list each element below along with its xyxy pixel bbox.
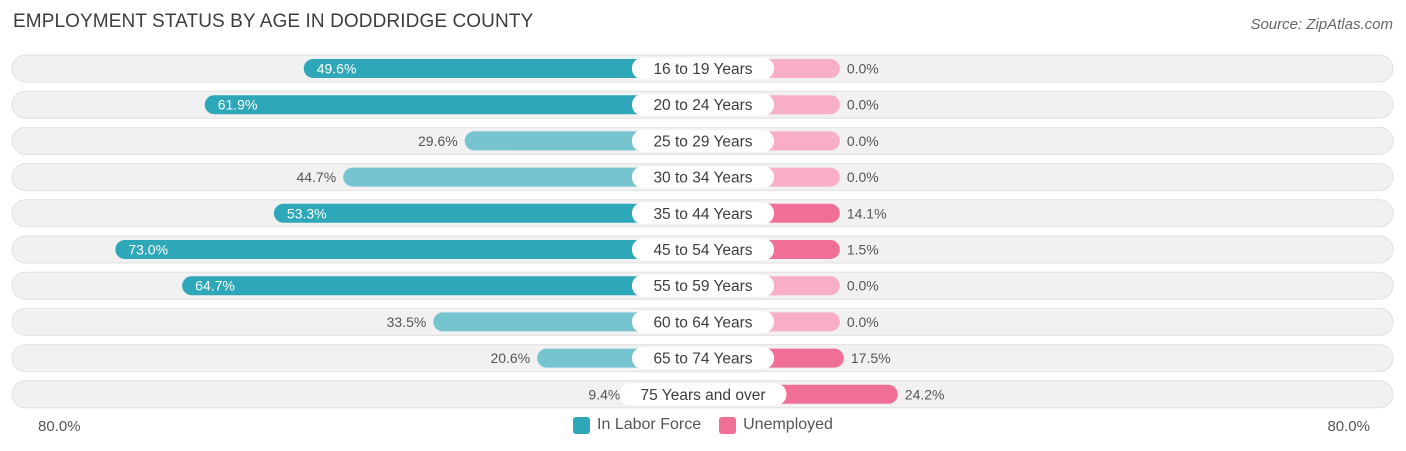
value-label-unemployed-60-to-64-years: 0.0% xyxy=(847,314,879,330)
category-label-65-to-74-years: 65 to 74 Years xyxy=(653,351,752,368)
value-label-labor-16-to-19-years: 49.6% xyxy=(317,61,357,77)
value-label-unemployed-25-to-29-years: 0.0% xyxy=(847,133,879,149)
value-label-labor-55-to-59-years: 64.7% xyxy=(195,278,235,294)
category-label-25-to-29-years: 25 to 29 Years xyxy=(653,133,752,150)
category-label-55-to-59-years: 55 to 59 Years xyxy=(653,278,752,295)
value-label-labor-45-to-54-years: 73.0% xyxy=(128,242,168,258)
legend-item-labor: In Labor Force xyxy=(573,416,701,434)
category-label-60-to-64-years: 60 to 64 Years xyxy=(653,314,752,331)
legend-swatch-unemployed xyxy=(719,416,737,434)
value-label-labor-65-to-74-years: 20.6% xyxy=(490,350,530,366)
category-pill-20-to-24-years xyxy=(631,93,775,116)
value-label-labor-20-to-24-years: 61.9% xyxy=(218,97,258,113)
value-label-labor-25-to-29-years: 29.6% xyxy=(418,133,458,149)
legend-label-unemployed: Unemployed xyxy=(743,416,833,433)
axis-left-label: 80.0% xyxy=(38,418,81,435)
category-pill-35-to-44-years xyxy=(631,202,775,225)
category-label-30-to-34-years: 30 to 34 Years xyxy=(653,170,752,187)
value-label-unemployed-20-to-24-years: 0.0% xyxy=(847,97,879,113)
category-label-20-to-24-years: 20 to 24 Years xyxy=(653,97,752,114)
value-label-unemployed-30-to-34-years: 0.0% xyxy=(847,169,879,185)
value-label-labor-75-years-and-over: 9.4% xyxy=(588,386,620,402)
bar-labor-16-to-19-years xyxy=(303,59,703,78)
category-label-45-to-54-years: 45 to 54 Years xyxy=(653,242,752,259)
value-label-unemployed-55-to-59-years: 0.0% xyxy=(847,278,879,294)
legend: In Labor Force Unemployed xyxy=(0,416,1406,434)
category-pill-45-to-54-years xyxy=(631,238,775,261)
category-label-75-years-and-over: 75 Years and over xyxy=(641,387,766,404)
value-label-unemployed-16-to-19-years: 0.0% xyxy=(847,61,879,77)
category-pill-30-to-34-years xyxy=(631,166,775,189)
category-label-16-to-19-years: 16 to 19 Years xyxy=(653,61,752,78)
value-label-unemployed-65-to-74-years: 17.5% xyxy=(851,350,891,366)
chart-title: EMPLOYMENT STATUS BY AGE IN DODDRIDGE CO… xyxy=(13,11,534,32)
legend-label-labor: In Labor Force xyxy=(597,416,702,433)
legend-swatch-labor xyxy=(573,416,591,434)
legend-item-unemployed: Unemployed xyxy=(719,416,833,434)
bar-labor-45-to-54-years xyxy=(115,240,704,259)
category-pill-75-years-and-over xyxy=(619,383,787,406)
value-label-unemployed-35-to-44-years: 14.1% xyxy=(847,205,887,221)
category-pill-16-to-19-years xyxy=(631,57,775,80)
value-label-unemployed-45-to-54-years: 1.5% xyxy=(847,242,879,258)
category-pill-65-to-74-years xyxy=(631,347,775,370)
bar-labor-35-to-44-years xyxy=(273,203,703,223)
value-label-labor-35-to-44-years: 53.3% xyxy=(287,205,327,221)
source-note: Source: ZipAtlas.com xyxy=(1250,16,1393,33)
axis-right-label: 80.0% xyxy=(1327,418,1370,435)
category-pill-25-to-29-years xyxy=(631,129,775,152)
category-label-35-to-44-years: 35 to 44 Years xyxy=(653,206,752,223)
value-label-unemployed-75-years-and-over: 24.2% xyxy=(905,386,945,402)
bar-labor-30-to-34-years xyxy=(343,167,703,187)
bar-labor-20-to-24-years xyxy=(204,95,703,115)
value-label-labor-60-to-64-years: 33.5% xyxy=(387,314,427,330)
value-label-labor-30-to-34-years: 44.7% xyxy=(296,169,336,185)
category-pill-55-to-59-years xyxy=(631,274,775,297)
category-pill-60-to-64-years xyxy=(631,310,775,333)
bar-labor-55-to-59-years xyxy=(182,276,704,296)
